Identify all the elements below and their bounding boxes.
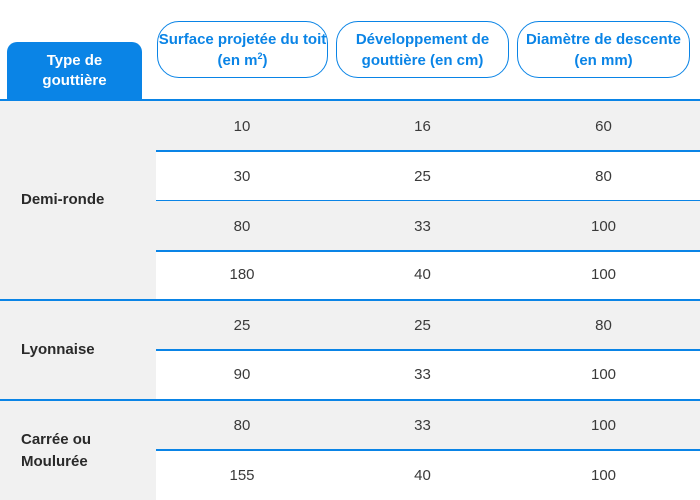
group-label-cell: Demi-ronde <box>0 101 156 299</box>
group-label: Carrée ou Moulurée <box>21 430 92 470</box>
surface-cell: 80 <box>233 217 251 235</box>
group-label: Lyonnaise <box>21 341 95 358</box>
table-row: 180 40 100 <box>156 250 700 299</box>
development-cell: 40 <box>414 466 431 484</box>
header-surface-label: Surface projetée du toit (en m2) <box>158 29 327 71</box>
header-diameter-label: Diamètre de descente (en mm) <box>525 30 682 69</box>
surface-cell: 90 <box>233 366 251 383</box>
development-cell: 40 <box>414 266 431 283</box>
development-cell: 16 <box>414 117 431 135</box>
group-demi-ronde: Demi-ronde 10 16 60 30 25 80 80 33 100 1… <box>0 101 700 299</box>
header-development-label: Développement de gouttière (en cm) <box>355 30 490 69</box>
row-divider <box>156 349 700 351</box>
diameter-cell: 100 <box>590 366 617 383</box>
group-label: Demi-ronde <box>21 191 105 208</box>
surface-cell: 30 <box>233 167 251 185</box>
table-row: 80 33 100 <box>156 401 700 450</box>
surface-cell: 155 <box>229 466 255 484</box>
table-row: 90 33 100 <box>156 350 700 399</box>
row-divider <box>156 449 700 451</box>
header-surface-close: ) <box>262 51 268 69</box>
group-carree-ou-mouluree: Carrée ou Moulurée 80 33 100 155 40 100 <box>0 401 700 500</box>
development-cell: 25 <box>414 317 431 334</box>
header-development-pill: Développement de gouttière (en cm) <box>336 21 509 78</box>
header-surface-text: Surface projetée du toit (en m <box>158 30 327 69</box>
diameter-cell: 60 <box>595 117 612 135</box>
header-surface-sup: 2 <box>257 50 263 61</box>
development-cell: 33 <box>414 217 431 235</box>
header-diameter-pill: Diamètre de descente (en mm) <box>517 21 690 78</box>
row-divider <box>156 250 700 252</box>
development-cell: 33 <box>414 417 431 434</box>
development-cell: 33 <box>414 366 431 383</box>
diameter-cell: 100 <box>590 417 617 434</box>
group-label-cell: Lyonnaise <box>0 301 156 399</box>
header-surface-pill: Surface projetée du toit (en m2) <box>157 21 328 78</box>
table-row: 25 25 80 <box>156 301 700 350</box>
surface-cell: 10 <box>233 117 251 135</box>
surface-cell: 180 <box>229 266 255 283</box>
surface-cell: 25 <box>233 317 251 334</box>
diameter-cell: 80 <box>595 317 612 334</box>
header-type-cell: Type de gouttière <box>7 42 142 100</box>
row-divider <box>156 200 700 202</box>
diameter-cell: 100 <box>590 266 617 283</box>
group-lyonnaise: Lyonnaise 25 25 80 90 33 100 <box>0 301 700 399</box>
development-cell: 25 <box>414 167 431 185</box>
group-label-cell: Carrée ou Moulurée <box>0 401 156 500</box>
diameter-cell: 100 <box>590 466 617 484</box>
table-row: 30 25 80 <box>156 151 700 201</box>
table-row: 155 40 100 <box>156 450 700 500</box>
header-divider <box>0 99 700 101</box>
row-divider <box>156 150 700 152</box>
diameter-cell: 80 <box>595 167 612 185</box>
diameter-cell: 100 <box>590 217 617 235</box>
table-row: 10 16 60 <box>156 101 700 151</box>
group-divider <box>0 399 700 401</box>
surface-cell: 80 <box>233 417 251 434</box>
table-row: 80 33 100 <box>156 201 700 251</box>
group-divider <box>0 299 700 301</box>
header-type-label: Type de gouttière <box>42 52 107 89</box>
